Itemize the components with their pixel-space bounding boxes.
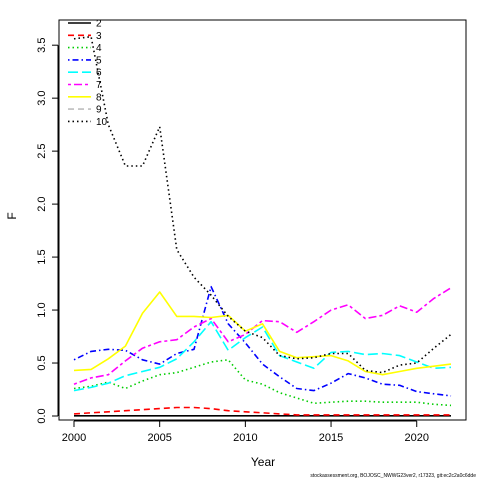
y-tick-label: 3.5 [36, 38, 48, 53]
legend-label-8: 8 [96, 92, 102, 103]
y-tick-label: 0.0 [36, 408, 48, 423]
x-tick-label: 2010 [233, 432, 257, 444]
legend-label-3: 3 [96, 31, 102, 42]
legend-label-4: 4 [96, 43, 102, 54]
legend-label-7: 7 [96, 80, 102, 91]
x-axis: 2000 2005 2010 2015 2020 [62, 420, 429, 444]
y-axis: 0.0 0.5 1.0 1.5 2.0 2.5 3.0 3.5 [36, 38, 59, 424]
x-tick-label: 2020 [404, 432, 428, 444]
y-tick-label: 1.0 [36, 302, 48, 317]
series-line-10 [73, 35, 452, 374]
series-line-8 [73, 291, 452, 376]
legend-label-9: 9 [96, 105, 102, 116]
y-tick-label: 0.5 [36, 355, 48, 370]
x-axis-label: Year [251, 455, 275, 469]
legend-label-6: 6 [96, 68, 102, 79]
legend-label-2: 2 [96, 19, 102, 30]
series-layer [73, 35, 452, 417]
x-tick-label: 2005 [147, 432, 171, 444]
x-tick-label: 2015 [319, 432, 343, 444]
series-line-4 [73, 358, 452, 407]
y-tick-label: 2.0 [36, 196, 48, 211]
legend-label-5: 5 [96, 55, 102, 66]
series-line-6 [73, 320, 452, 392]
y-tick-label: 1.5 [36, 249, 48, 264]
footer-text: stockassessment.org, BOJOSC_NWWG23ver2, … [310, 473, 476, 479]
series-line-7 [73, 287, 452, 385]
x-tick-label: 2000 [62, 432, 86, 444]
legend-label-10: 10 [96, 117, 108, 128]
plot-frame [58, 19, 467, 421]
y-tick-label: 3.0 [36, 91, 48, 106]
y-tick-label: 2.5 [36, 143, 48, 158]
y-axis-label: F [5, 212, 19, 219]
series-line-5 [73, 285, 452, 397]
series-line-3 [73, 406, 451, 416]
